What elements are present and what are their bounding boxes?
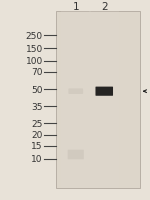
Text: 25: 25 (31, 119, 43, 128)
Bar (56, 12, 140, 188)
Text: 100: 100 (26, 57, 43, 66)
Text: 2: 2 (101, 2, 108, 12)
FancyBboxPatch shape (95, 87, 113, 96)
Text: 35: 35 (31, 102, 43, 111)
Text: 70: 70 (31, 68, 43, 77)
Text: 20: 20 (31, 130, 43, 139)
Text: 10: 10 (31, 154, 43, 163)
Text: 250: 250 (26, 32, 43, 41)
Text: 50: 50 (31, 85, 43, 94)
Bar (89, 12, 119, 188)
FancyBboxPatch shape (68, 150, 84, 160)
Text: 150: 150 (26, 44, 43, 53)
Bar (61, 12, 91, 188)
Text: 15: 15 (31, 142, 43, 151)
Text: 1: 1 (72, 2, 79, 12)
FancyBboxPatch shape (68, 89, 83, 95)
